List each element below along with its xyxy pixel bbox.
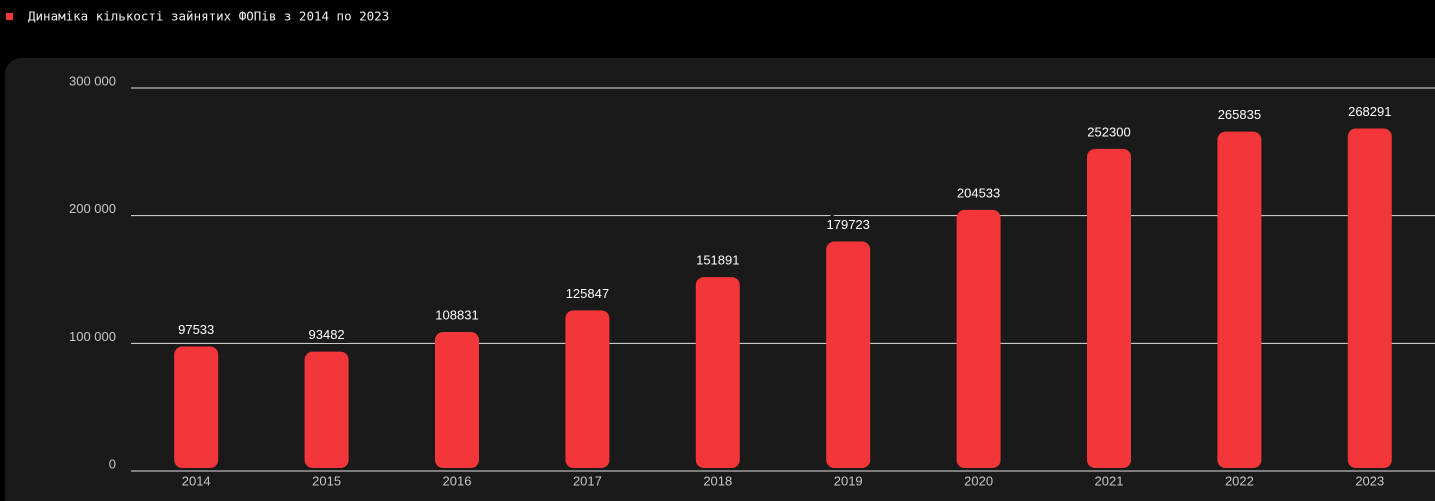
- x-tick-label: 2016: [443, 473, 472, 488]
- x-tick-label: 2023: [1355, 473, 1384, 488]
- value-label: 97533: [178, 322, 214, 337]
- value-label: 204533: [957, 185, 1000, 200]
- x-tick-label: 2021: [1095, 473, 1124, 488]
- bar: [1217, 131, 1262, 468]
- value-label: 252300: [1087, 124, 1130, 139]
- x-tick-label: 2019: [834, 473, 863, 488]
- bar: [1087, 148, 1131, 468]
- x-tick-label: 2015: [312, 473, 341, 488]
- chart-title: Динаміка кількості зайнятих ФОПів з 2014…: [28, 9, 389, 24]
- value-label: 151891: [696, 253, 739, 268]
- value-label: 125847: [566, 286, 609, 301]
- x-tick-label: 2020: [964, 473, 993, 488]
- bar: [1347, 128, 1392, 469]
- value-label: 265835: [1218, 107, 1261, 122]
- bar: [304, 351, 349, 468]
- y-tick-label: 300 000: [69, 73, 116, 88]
- value-label: 179723: [827, 217, 870, 232]
- x-tick-label: 2018: [703, 473, 732, 488]
- y-tick-label: 0: [109, 456, 116, 471]
- x-tick-label: 2017: [573, 473, 602, 488]
- bar: [695, 277, 740, 468]
- y-tick-label: 200 000: [69, 201, 116, 216]
- bar: [826, 241, 871, 468]
- title-marker: [6, 13, 13, 20]
- y-tick-label: 100 000: [69, 329, 116, 344]
- value-label: 93482: [309, 327, 345, 342]
- value-label: 268291: [1348, 104, 1391, 119]
- x-tick-label: 2014: [182, 473, 211, 488]
- value-label: 108831: [435, 307, 478, 322]
- bar: [174, 346, 219, 468]
- bar: [565, 310, 610, 468]
- x-tick-label: 2022: [1225, 473, 1254, 488]
- bar: [435, 332, 479, 468]
- bar: [956, 209, 1001, 469]
